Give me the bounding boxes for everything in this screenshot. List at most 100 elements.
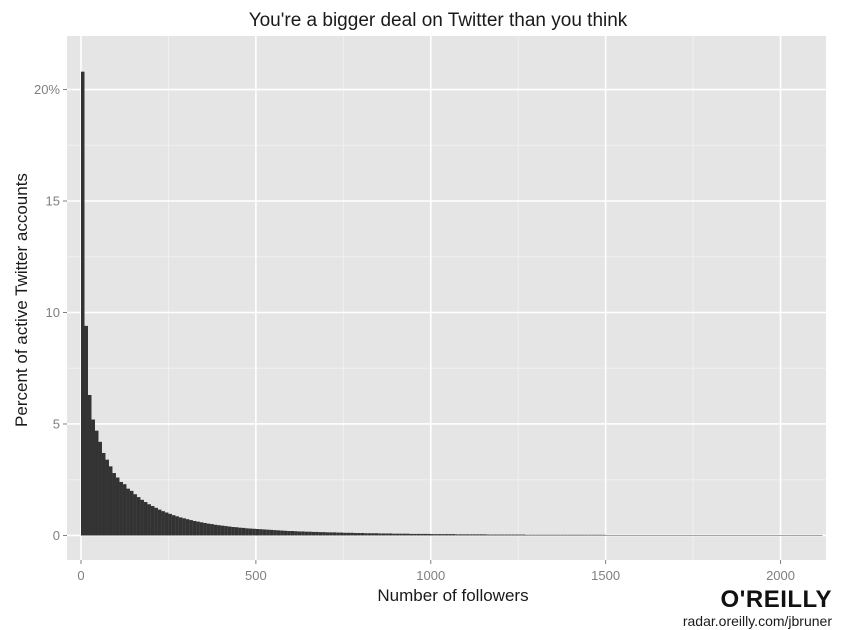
x-tick-label: 1500 <box>591 568 620 583</box>
histogram-bar <box>343 532 347 536</box>
histogram-bar <box>273 530 277 536</box>
histogram-bar <box>521 534 526 536</box>
histogram-bar <box>469 534 473 536</box>
histogram-bar <box>122 484 127 536</box>
histogram-bar <box>266 529 270 536</box>
histogram-bar <box>427 533 431 536</box>
histogram-bar <box>553 534 557 536</box>
histogram-bar <box>381 533 386 536</box>
histogram-bar <box>94 430 99 536</box>
histogram-bar <box>514 534 519 536</box>
histogram-bar <box>259 529 263 536</box>
histogram-bar <box>563 534 568 536</box>
histogram-bar <box>479 534 484 536</box>
histogram-bar <box>203 522 207 536</box>
histogram-bar <box>490 534 494 536</box>
histogram-bar <box>322 532 326 536</box>
y-axis-ticks: 0 5 10 15 20% <box>34 82 67 543</box>
histogram-bar <box>315 531 319 536</box>
histogram-bar <box>420 533 424 536</box>
histogram-bar <box>206 523 211 536</box>
histogram-bar <box>336 532 340 536</box>
histogram-bar <box>465 534 470 536</box>
histogram-bar <box>238 527 242 536</box>
histogram-bar <box>161 511 165 536</box>
histogram-bar <box>346 532 351 536</box>
histogram-bar <box>357 533 361 536</box>
y-axis-title: Percent of active Twitter accounts <box>12 173 31 427</box>
histogram-bar <box>567 534 571 536</box>
histogram-bar <box>595 534 599 536</box>
histogram-bar <box>290 531 295 536</box>
histogram-bar <box>402 533 407 536</box>
histogram-bar <box>570 534 575 536</box>
histogram-bar <box>199 522 204 536</box>
histogram-bar <box>602 534 606 536</box>
histogram-bar <box>374 533 379 536</box>
histogram-bar <box>227 526 232 536</box>
histogram-bar <box>108 466 113 536</box>
y-tick-label: 0 <box>53 528 60 543</box>
histogram-bar <box>434 534 438 536</box>
histogram-bar <box>196 521 200 536</box>
histogram-bar <box>185 519 190 536</box>
histogram-bar <box>441 534 445 536</box>
histogram-bar <box>136 497 141 536</box>
histogram-bar <box>574 534 578 536</box>
histogram-bar <box>539 534 543 536</box>
histogram-bar <box>217 525 221 536</box>
histogram-bar <box>304 531 309 536</box>
histogram-bar <box>549 534 554 536</box>
histogram-bar <box>532 534 536 536</box>
histogram-bar <box>577 534 582 536</box>
histogram-bar <box>262 529 267 536</box>
histogram-bar <box>591 534 596 536</box>
histogram-bar <box>91 419 95 536</box>
histogram-bar <box>423 533 428 536</box>
histogram-bar <box>497 534 501 536</box>
histogram-bar <box>308 531 312 536</box>
histogram-bar <box>525 534 529 536</box>
histogram-bar <box>458 534 463 536</box>
histogram-bar <box>392 533 396 536</box>
histogram-bar <box>280 530 284 536</box>
histogram-bar <box>140 499 144 536</box>
histogram-bar <box>220 525 225 536</box>
histogram-bar <box>448 534 452 536</box>
histogram-bar <box>325 532 330 536</box>
histogram-bar <box>598 534 603 536</box>
histogram-bar <box>182 518 186 536</box>
histogram-bar <box>311 531 316 536</box>
histogram-bar <box>294 531 298 536</box>
histogram-bar <box>416 533 421 536</box>
histogram-bar <box>430 534 435 536</box>
histogram-bar <box>353 533 358 536</box>
histogram-bar <box>339 532 344 536</box>
histogram-bar <box>133 494 137 536</box>
histogram-bar <box>437 534 442 536</box>
histogram-bar <box>112 473 116 536</box>
plot-panel <box>67 36 826 560</box>
x-axis-ticks: 0 500 1000 1500 2000 <box>77 560 795 583</box>
histogram-bar <box>399 533 403 536</box>
source-url: radar.oreilly.com/jbruner <box>683 613 832 629</box>
histogram-bar <box>287 531 291 536</box>
histogram-bar <box>360 533 365 536</box>
histogram-bar <box>364 533 368 536</box>
histogram-bar <box>276 530 281 536</box>
histogram-bar <box>472 534 477 536</box>
histogram-bar <box>371 533 375 536</box>
histogram-bar <box>178 517 183 536</box>
histogram-bar <box>154 507 158 536</box>
histogram-bar <box>269 529 274 536</box>
histogram-bar <box>318 532 323 536</box>
chart-title: You're a bigger deal on Twitter than you… <box>249 10 628 31</box>
histogram-bar <box>234 527 239 536</box>
histogram-bar <box>231 526 235 536</box>
histogram-bar <box>87 394 92 536</box>
histogram-bar <box>175 516 179 536</box>
histogram-bar <box>248 528 253 536</box>
histogram-bar <box>413 533 417 536</box>
histogram-bar <box>143 502 148 536</box>
histogram-bar <box>455 534 459 536</box>
